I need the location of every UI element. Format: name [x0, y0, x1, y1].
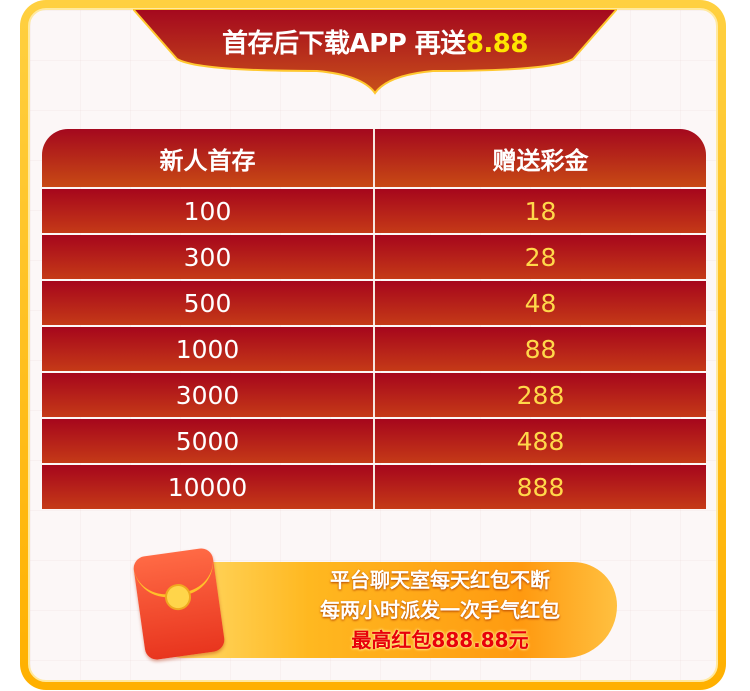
table-row: 500 48 [42, 281, 706, 325]
red-packet-promo: 平台聊天室每天红包不断 每两小时派发一次手气红包 最高红包888.88元 [123, 546, 617, 662]
table-row: 100 18 [42, 189, 706, 233]
promo-line-3: 最高红包888.88元 [351, 628, 529, 652]
table-header: 新人首存 赠送彩金 [42, 129, 706, 187]
table-row: 3000 288 [42, 373, 706, 417]
banner-title-text: 首存后下载APP 再送 [222, 29, 466, 59]
banner-shape [133, 9, 617, 95]
deposit-cell: 300 [42, 235, 375, 279]
bonus-cell: 288 [516, 380, 565, 410]
deposit-cell: 100 [42, 189, 375, 233]
bonus-cell: 28 [524, 242, 557, 272]
bonus-cell: 88 [524, 334, 557, 364]
table-row: 5000 488 [42, 419, 706, 463]
promo-line-2: 每两小时派发一次手气红包 [320, 598, 560, 622]
banner-highlight: 8.88 [465, 29, 529, 59]
red-envelope-icon [132, 546, 226, 662]
deposit-cell: 10000 [42, 465, 375, 509]
bonus-cell: 488 [516, 426, 565, 456]
header-bonus: 赠送彩金 [492, 146, 589, 175]
deposit-cell: 5000 [42, 419, 375, 463]
table-row: 1000 88 [42, 327, 706, 371]
bonus-cell: 18 [524, 196, 557, 226]
promo-line-1: 平台聊天室每天红包不断 [330, 568, 550, 592]
banner-title: 首存后下载APP 再送8.88 [133, 23, 617, 60]
table-row: 300 28 [42, 235, 706, 279]
table-row: 10000 888 [42, 465, 706, 509]
deposit-cell: 500 [42, 281, 375, 325]
title-banner: 首存后下载APP 再送8.88 [133, 9, 617, 95]
bonus-cell: 888 [516, 472, 565, 502]
deposit-cell: 1000 [42, 327, 375, 371]
bonus-table: 新人首存 赠送彩金 100 18 300 28 500 48 1000 88 3000 2… [42, 129, 706, 509]
header-deposit: 新人首存 [42, 129, 375, 187]
bonus-cell: 48 [524, 288, 557, 318]
deposit-cell: 3000 [42, 373, 375, 417]
